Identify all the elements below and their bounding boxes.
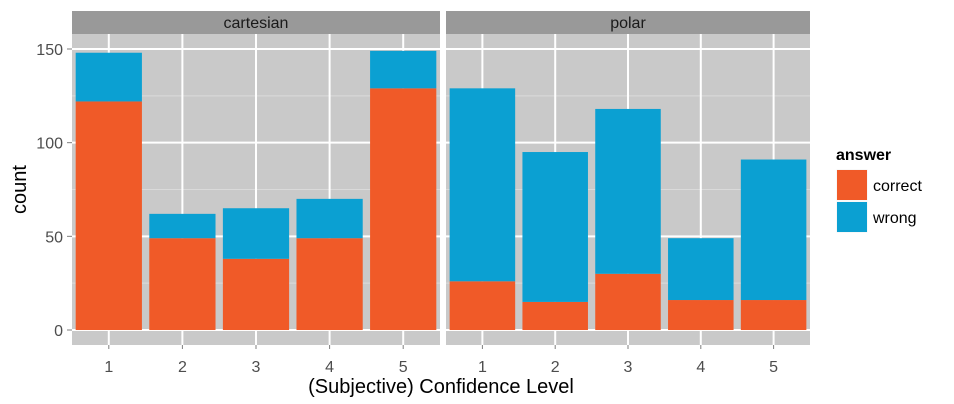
bar-correct — [296, 238, 363, 331]
y-axis-title: count — [9, 165, 31, 214]
bar-correct — [222, 258, 290, 331]
y-tick-label: 50 — [45, 229, 63, 246]
facet-panel-polar: polar — [446, 11, 810, 345]
facet-strip — [72, 11, 440, 34]
facet-strip-label: polar — [610, 15, 646, 32]
facet-panels: cartesian polar — [72, 11, 810, 345]
bar-wrong — [296, 198, 363, 239]
legend-title: answer — [836, 147, 891, 164]
y-tick-label: 100 — [36, 136, 63, 153]
bar-wrong — [222, 208, 290, 259]
y-tick-label: 150 — [36, 42, 63, 59]
bar-correct — [740, 300, 807, 331]
bar-wrong — [449, 88, 516, 282]
x-tick-label: 5 — [399, 359, 408, 376]
bar-wrong — [740, 159, 807, 301]
facet-strip-label: cartesian — [224, 15, 289, 32]
bar-correct — [595, 273, 661, 331]
legend-label-correct: correct — [873, 178, 922, 195]
legend: answer correct wrong — [835, 147, 922, 234]
bar-correct — [149, 238, 216, 331]
facet-strip — [446, 11, 810, 34]
bar-wrong — [522, 152, 588, 302]
x-tick-label: 4 — [696, 359, 705, 376]
x-tick-label: 1 — [104, 359, 113, 376]
bar-correct — [522, 301, 588, 331]
y-tick-label: 0 — [54, 323, 63, 340]
y-axis: 0 50 100 150 — [36, 42, 72, 340]
facet-panel-cartesian: cartesian — [72, 11, 440, 345]
legend-key-correct — [837, 170, 867, 200]
x-tick-label: 3 — [252, 359, 261, 376]
x-axis-title: (Subjective) Confidence Level — [308, 376, 574, 398]
bar-correct — [75, 101, 142, 331]
x-tick-label: 5 — [769, 359, 778, 376]
bar-wrong — [149, 213, 216, 239]
x-tick-label: 2 — [551, 359, 560, 376]
bar-wrong — [370, 50, 437, 89]
legend-key-wrong — [837, 202, 867, 232]
x-tick-label: 2 — [178, 359, 187, 376]
bar-wrong — [668, 238, 734, 301]
x-axis: 1 2 3 4 5 1 2 3 4 5 — [104, 345, 778, 376]
x-tick-label: 3 — [624, 359, 633, 376]
bar-wrong — [75, 52, 142, 102]
legend-label-wrong: wrong — [872, 210, 917, 227]
x-tick-label: 4 — [325, 359, 334, 376]
bar-correct — [449, 281, 516, 331]
bar-correct — [370, 88, 437, 331]
x-tick-label: 1 — [478, 359, 487, 376]
bar-correct — [668, 300, 734, 331]
bar-wrong — [595, 108, 661, 274]
